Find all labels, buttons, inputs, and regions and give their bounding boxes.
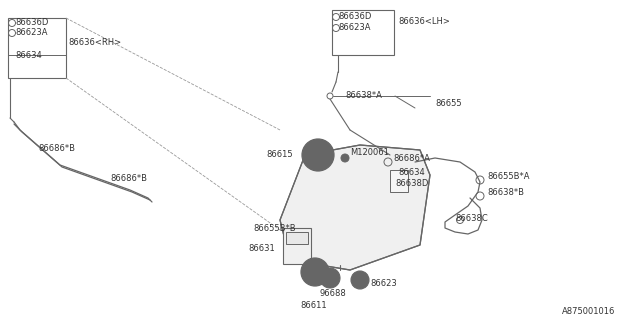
- Circle shape: [302, 139, 334, 171]
- Text: 86638*A: 86638*A: [345, 91, 382, 100]
- Text: 86634: 86634: [15, 51, 42, 60]
- Text: 86636<RH>: 86636<RH>: [68, 37, 121, 46]
- Bar: [8, 18, 66, 78]
- Text: M120061: M120061: [350, 148, 389, 156]
- Bar: [283, 228, 311, 264]
- Polygon shape: [280, 145, 430, 270]
- Text: A875001016: A875001016: [562, 308, 615, 316]
- Text: 86636D: 86636D: [338, 12, 371, 20]
- Text: 86686*B: 86686*B: [38, 143, 75, 153]
- Text: 86623: 86623: [370, 279, 397, 289]
- Text: 86631: 86631: [248, 244, 275, 252]
- Text: 86615: 86615: [266, 149, 292, 158]
- Text: 86636D: 86636D: [15, 18, 49, 27]
- Text: 86686*B: 86686*B: [110, 173, 147, 182]
- Circle shape: [351, 271, 369, 289]
- Text: 86638C: 86638C: [455, 213, 488, 222]
- Circle shape: [341, 154, 349, 162]
- Text: 86638*B: 86638*B: [487, 188, 524, 196]
- Bar: [390, 170, 408, 192]
- Circle shape: [320, 268, 340, 288]
- Text: 86655B*A: 86655B*A: [487, 172, 529, 180]
- Text: 86655: 86655: [435, 99, 461, 108]
- Text: 86623A: 86623A: [338, 22, 371, 31]
- Text: 86636<LH>: 86636<LH>: [398, 17, 450, 26]
- Text: 86623A: 86623A: [15, 28, 47, 36]
- Bar: [286, 232, 308, 244]
- Text: 86634: 86634: [398, 167, 425, 177]
- Bar: [332, 10, 394, 55]
- Circle shape: [355, 275, 365, 285]
- Text: 96688: 96688: [320, 289, 347, 298]
- Circle shape: [308, 145, 328, 165]
- Text: 86638D: 86638D: [395, 179, 428, 188]
- Circle shape: [301, 258, 329, 286]
- Text: 86611: 86611: [300, 301, 326, 310]
- Circle shape: [306, 263, 324, 281]
- Text: 86686*A: 86686*A: [393, 154, 430, 163]
- Text: 86655B*B: 86655B*B: [253, 223, 296, 233]
